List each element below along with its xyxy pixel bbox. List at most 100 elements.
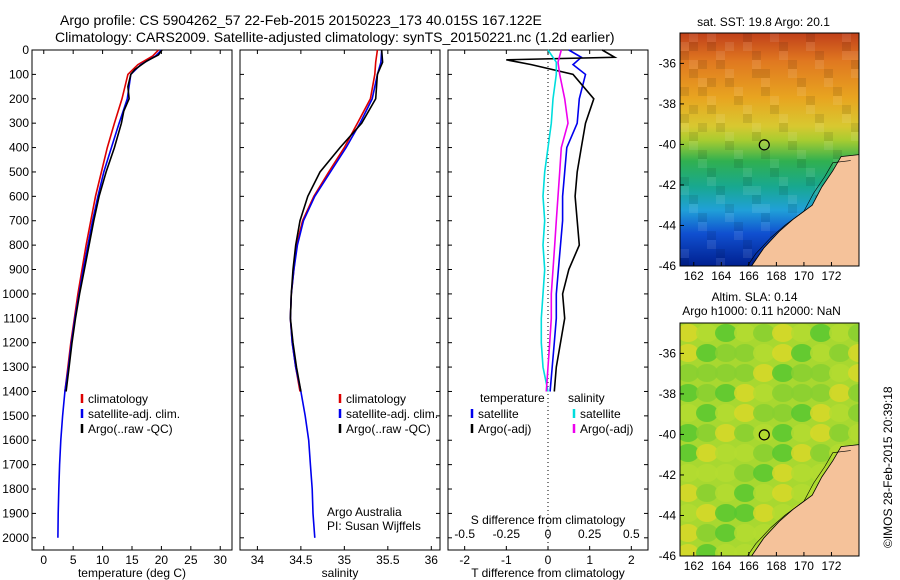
sst-pixel (725, 213, 734, 222)
sla-blob (772, 364, 794, 382)
sla-blob (734, 504, 756, 522)
x-tick-label: -1 (501, 553, 512, 567)
sst-pixel (770, 33, 779, 42)
sla-blob (753, 444, 775, 462)
sla-blob (772, 444, 794, 462)
y-tick-label: 1900 (2, 506, 29, 520)
sst-pixel (752, 69, 761, 78)
map-frame (679, 322, 860, 557)
sst-pixel (788, 204, 797, 213)
sla-blob (734, 364, 756, 382)
y-tick-label: 400 (9, 141, 29, 155)
sla-blob (791, 444, 813, 462)
sla-blob (791, 464, 813, 482)
x-tick-label: 0 (545, 553, 552, 567)
sst-pixel (743, 105, 752, 114)
sla-blob (715, 384, 737, 402)
sst-pixel (734, 231, 743, 240)
sla-blob (734, 464, 756, 482)
sla-blob (696, 544, 718, 556)
sla-blob (753, 484, 775, 502)
figure-title-line2: Climatology: CARS2009. Satellite-adjuste… (55, 29, 615, 45)
sst-pixel (788, 141, 797, 150)
sst-pixel (680, 177, 689, 186)
sst-pixel (824, 69, 833, 78)
sla-blob (734, 384, 756, 402)
sst-pixel (779, 186, 788, 195)
sla-blob (715, 544, 737, 556)
panel-sla-map: 162 164 166 168 170 172 -36 -38 -40 -42 -44 -46 Alti… (659, 290, 860, 573)
map-title: sat. SST: 19.8 Argo: 20.1 (697, 15, 830, 29)
sla-blob (680, 464, 699, 482)
sst-pixel (707, 240, 716, 249)
top-tick-label: 0.25 (578, 527, 602, 541)
sla-blob (715, 364, 737, 382)
sst-pixel (689, 33, 698, 42)
sst-pixel (716, 195, 725, 204)
sst-pixel (806, 168, 815, 177)
sla-blob (772, 344, 794, 362)
sst-pixel (761, 222, 770, 231)
y-tick-label: 1500 (2, 409, 29, 423)
sst-pixel (698, 150, 707, 159)
top-tick-label: -0.25 (493, 527, 521, 541)
sst-pixel (707, 78, 716, 87)
plot-frame (239, 49, 441, 551)
sst-pixel (770, 231, 779, 240)
sst-pixel (725, 69, 734, 78)
sla-blob (772, 324, 794, 342)
sst-pixel (716, 249, 725, 258)
sst-pixel (770, 96, 779, 105)
sst-pixel (824, 141, 833, 150)
sst-pixel (815, 186, 824, 195)
sst-pixel (842, 114, 851, 123)
sla-blob (791, 484, 813, 502)
sst-pixel (680, 42, 689, 51)
sla-blob (680, 524, 699, 542)
x-tick-label: 164 (711, 559, 731, 573)
sst-pixel (752, 195, 761, 204)
sla-blob (848, 344, 859, 362)
sst-pixel (824, 132, 833, 141)
y-tick-label: 200 (9, 92, 29, 106)
map-subtitle: Argo h1000: 0.11 h2000: NaN (682, 304, 841, 318)
sla-blob (680, 484, 699, 502)
y-tick-label: 700 (9, 214, 29, 228)
x-tick-label: 168 (766, 269, 786, 283)
y-tick-label: -40 (659, 427, 677, 441)
sst-pixel (806, 33, 815, 42)
sla-blob (680, 344, 699, 362)
sst-pixel (707, 96, 716, 105)
sla-blob (715, 404, 737, 422)
sst-pixel (779, 42, 788, 51)
sst-pixel (815, 60, 824, 69)
sla-blob (696, 424, 718, 442)
sla-blob (753, 464, 775, 482)
sst-pixel (734, 150, 743, 159)
y-tick-label: -42 (659, 178, 677, 192)
sst-pixel (770, 168, 779, 177)
sst-pixel (815, 123, 824, 132)
sla-blob (753, 344, 775, 362)
sst-pixel (680, 258, 689, 266)
x-tick-label: 172 (821, 559, 841, 573)
legend-label: satellite-adj. clim. (88, 407, 180, 421)
x-tick-label: 35 (338, 553, 352, 567)
panel-sst-map: 162 164 166 168 170 172 -36 -38 -40 -42 -44 -46 sat.… (659, 15, 860, 283)
sst-pixel (743, 114, 752, 123)
sla-blob (753, 404, 775, 422)
sst-pixel (689, 105, 698, 114)
sla-blob (734, 444, 756, 462)
sst-pixel (698, 222, 707, 231)
x-tick-label: 10 (96, 553, 110, 567)
sst-pixel (797, 150, 806, 159)
sla-blob (715, 444, 737, 462)
sla-blob (715, 424, 737, 442)
legend-heading: temperature (480, 391, 545, 405)
sst-pixel (788, 60, 797, 69)
map-field (680, 323, 859, 556)
sst-pixel (761, 141, 770, 150)
sst-pixel (743, 186, 752, 195)
sla-blob (715, 504, 737, 522)
argo-position-marker (758, 139, 770, 151)
